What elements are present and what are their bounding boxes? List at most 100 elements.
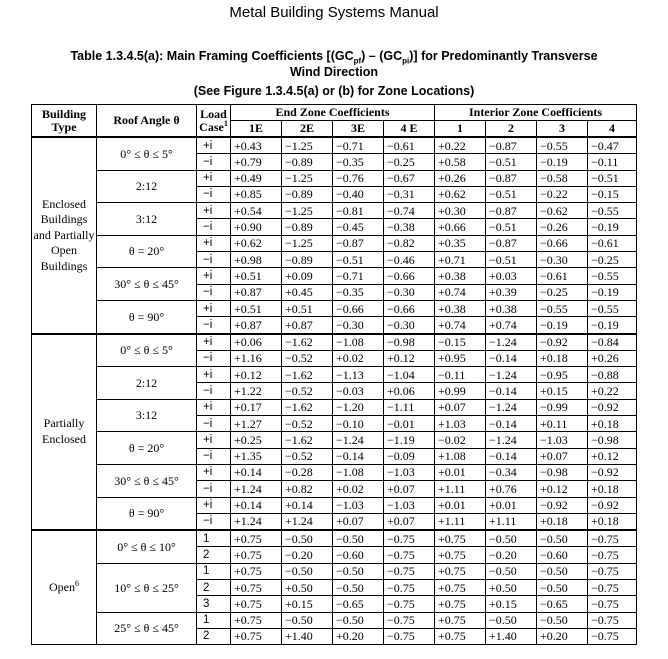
table-row: Enclosed Buildings and Partially Open Bu… (31, 135, 638, 335)
load-case-cell: +i (196, 169, 231, 187)
interior-zone-col-header: 3 (536, 120, 588, 138)
table-row: 25° ≤ θ ≤ 45° 1 +0.75 −0.50 −0.50 −0.75 +0.75−… (32, 611, 638, 646)
end-zone-value: +0.85 (230, 185, 282, 204)
load-case-cell: −i (196, 447, 231, 465)
load-case-header-label: Load Case (199, 106, 227, 134)
interior-zone-value: −0.60 (536, 546, 588, 564)
end-zone-value: −0.74 (383, 202, 435, 220)
interior-zone-value: +0.99 (434, 382, 486, 400)
interior-zone-header: Interior Zone Coefficients (433, 104, 638, 121)
table-row: θ = 20° +i +0.62 −1.25 −0.87 −0.82 +0.35 −0.87−… (32, 234, 638, 269)
interior-zone-value: −0.50 (536, 529, 588, 548)
end-zone-value: +0.14 (230, 463, 282, 482)
end-zone-value: +0.51 (230, 299, 282, 318)
table-row: −i +1.24 +0.82 +0.02 +0.07 +1.11 +0.76 +0.12 +0.… (32, 480, 638, 498)
table-row: −i +0.98 −0.89 −0.51 −0.46 +0.71 −0.51 −0.30 −0.… (32, 251, 638, 269)
interior-zone-value: +0.18 (586, 480, 638, 498)
building-type-cell: Partially Enclosed (31, 332, 97, 531)
end-zone-value: +1.40 (281, 627, 333, 646)
end-zone-value: +1.24 (230, 512, 282, 531)
end-zone-value: −0.45 (332, 218, 384, 236)
interior-zone-value: −0.61 (536, 267, 588, 285)
load-case-cell: −i (196, 316, 231, 335)
end-zone-value: −0.52 (281, 447, 333, 465)
end-zone-value: −1.04 (383, 366, 435, 384)
interior-zone-value: −0.19 (586, 218, 638, 236)
end-zone-value: −0.75 (383, 529, 435, 548)
table-body: Enclosed Buildings and Partially Open Bu… (31, 135, 638, 646)
end-zone-value: +0.75 (230, 579, 282, 597)
end-zone-value: +0.51 (281, 299, 333, 318)
end-zone-value: −0.14 (332, 447, 384, 465)
interior-zone-value: +0.95 (434, 349, 486, 368)
end-zone-value: +0.87 (281, 316, 333, 335)
end-zone-value: −1.25 (281, 202, 333, 220)
roof-angle-header: Roof Angle θ (96, 104, 197, 138)
end-zone-value: −1.25 (281, 169, 333, 187)
interior-zone-value: +1.11 (434, 512, 486, 531)
interior-zone-value: −0.61 (586, 234, 638, 253)
interior-zone-value: −0.66 (536, 234, 588, 253)
end-zone-value: −0.01 (383, 415, 435, 433)
interior-zone-value: −0.98 (536, 463, 588, 482)
interior-zone-value: +0.01 (434, 463, 486, 482)
interior-zone-value: +0.75 (434, 562, 486, 581)
end-zone-value: −0.40 (332, 185, 384, 204)
table-row: 30° ≤ θ ≤ 45° +i +0.51 +0.09 −0.71 −0.66 +0.38… (32, 267, 638, 301)
interior-zone-value: −0.15 (586, 185, 638, 204)
end-zone-value: +0.09 (281, 267, 333, 285)
interior-zone-value: −0.19 (536, 316, 588, 335)
load-case-cell: −i (196, 251, 231, 269)
end-zone-value: −0.81 (332, 202, 384, 220)
end-zone-value: −0.66 (383, 299, 435, 318)
interior-zone-value: +0.01 (434, 496, 486, 514)
end-zone-value: +0.51 (230, 267, 282, 285)
interior-zone-value: −0.19 (536, 153, 588, 171)
interior-zone-value: −0.75 (586, 529, 638, 548)
load-case-cell: 1 (196, 562, 231, 581)
interior-zone-value: −0.87 (485, 202, 537, 220)
table-row: 2:12 +i +0.12 −1.62 −1.13 −1.04 −0.11 −1.24 −0.9… (32, 366, 638, 400)
end-zone-value: −0.20 (281, 546, 333, 564)
interior-zone-value: −0.75 (586, 595, 638, 613)
interior-zone-value: −1.24 (485, 332, 537, 351)
interior-zone-value: −0.87 (485, 136, 537, 155)
interior-zone-value: −1.24 (485, 398, 537, 417)
end-zone-value: +0.50 (281, 579, 333, 597)
interior-zone-value: −0.99 (536, 398, 588, 417)
end-zone-col-header: 2E (281, 120, 333, 138)
load-case-cell: −i (196, 185, 231, 204)
roof-angle-cell: 3:12 (96, 398, 197, 433)
end-zone-value: +1.16 (230, 349, 282, 368)
end-zone-value: −1.03 (383, 463, 435, 482)
end-zone-value: −0.65 (332, 595, 384, 613)
interior-zone-value: +0.26 (434, 169, 486, 187)
interior-zone-value: +0.35 (434, 234, 486, 253)
interior-zone-value: −0.92 (586, 496, 638, 514)
load-case-cell: +i (196, 299, 231, 318)
interior-zone-value: −0.55 (536, 136, 588, 155)
end-zone-value: +0.62 (230, 234, 282, 253)
end-zone-value: +0.75 (230, 562, 282, 581)
interior-zone-value: +0.18 (586, 415, 638, 433)
interior-zone-value: +0.03 (485, 267, 537, 285)
end-zone-value: −0.03 (332, 382, 384, 400)
end-zone-value: −0.60 (332, 546, 384, 564)
end-zone-value: +0.02 (332, 349, 384, 368)
interior-zone-value: −0.62 (536, 202, 588, 220)
end-zone-value: +0.14 (281, 496, 333, 514)
load-case-cell: +i (196, 366, 231, 384)
load-case-cell: −i (196, 153, 231, 171)
end-zone-value: −0.75 (383, 595, 435, 613)
interior-zone-value: +0.12 (586, 447, 638, 465)
end-zone-value: −1.03 (383, 496, 435, 514)
end-zone-value: +0.49 (230, 169, 282, 187)
interior-zone-col-header: 1 (434, 120, 486, 138)
end-zone-value: −0.51 (332, 251, 384, 269)
interior-zone-value: +1.11 (485, 512, 537, 531)
end-zone-value: −1.08 (332, 332, 384, 351)
roof-angle-cell: 10° ≤ θ ≤ 25° (96, 562, 197, 613)
interior-zone-value: +0.76 (485, 480, 537, 498)
interior-zone-value: +0.50 (485, 579, 537, 597)
roof-angle-cell: 30° ≤ θ ≤ 45° (96, 267, 197, 301)
